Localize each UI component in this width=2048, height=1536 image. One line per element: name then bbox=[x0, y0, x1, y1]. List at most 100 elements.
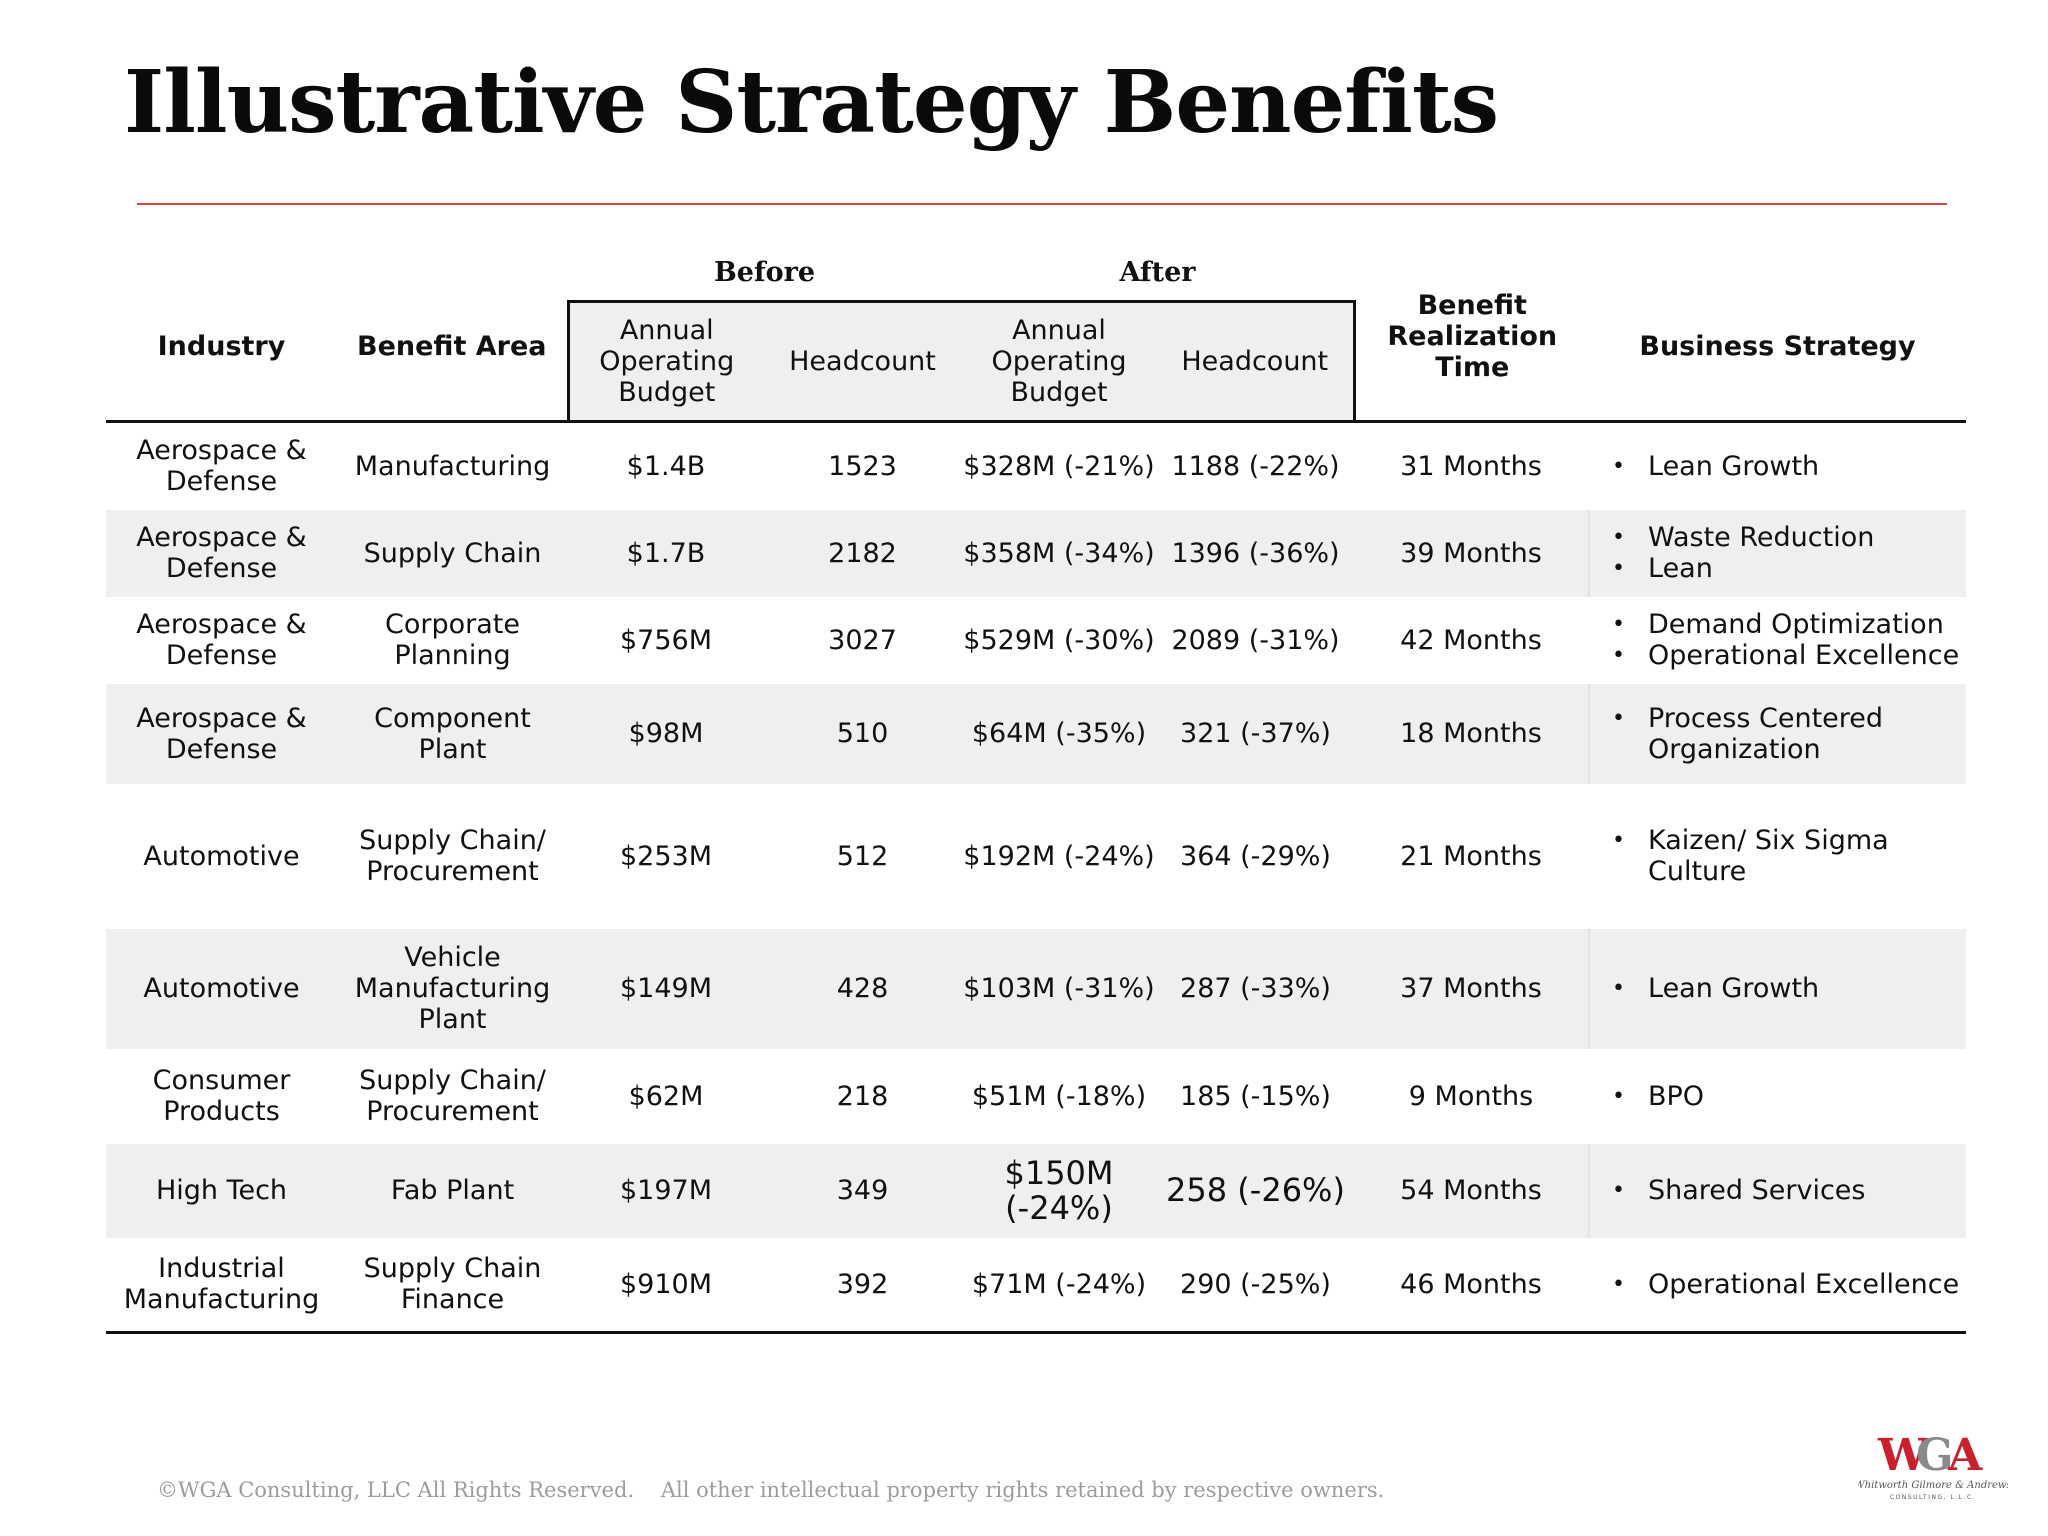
group-header-after: After bbox=[1119, 257, 1196, 288]
benefits-table: Industry Benefit Area Before After Benef… bbox=[106, 232, 1966, 1334]
cell-after-budget: $192M (-24%) bbox=[963, 840, 1155, 872]
cell-before-headcount: 3027 bbox=[828, 624, 897, 656]
cell-after-budget: $358M (-34%) bbox=[961, 509, 1157, 597]
cell-strategy: Kaizen/ Six Sigma Culture bbox=[1588, 783, 1966, 929]
strategy-item: Lean Growth bbox=[1608, 973, 1966, 1004]
cell-before-budget: $197M bbox=[568, 1143, 764, 1238]
cell-before-headcount: 428 bbox=[764, 928, 961, 1049]
cell-before-budget: $910M bbox=[568, 1237, 764, 1334]
col-header-before-budget: Annual Operating Budget bbox=[566, 300, 764, 423]
cell-time: 31 Months bbox=[1400, 450, 1542, 482]
logo-subline: CONSULTING, L.L.C. bbox=[1890, 1494, 1976, 1501]
strategy-item: Operational Excellence bbox=[1608, 1269, 1966, 1300]
wga-logo: W G A Whitworth Gilmore & Andrews CONSUL… bbox=[1858, 1430, 2008, 1501]
cell-before-headcount: 2182 bbox=[764, 509, 961, 597]
cell-industry: Aerospace & Defense bbox=[136, 609, 307, 671]
col-header-business-strategy: Business Strategy bbox=[1589, 232, 1966, 423]
cell-after-headcount: 321 (-37%) bbox=[1157, 683, 1354, 784]
cell-after-headcount: 364 (-29%) bbox=[1180, 840, 1331, 872]
cell-before-budget: $253M bbox=[619, 840, 712, 872]
cell-benefit-area: Supply Chain/ Procurement bbox=[359, 1065, 546, 1127]
strategy-item: Demand Optimization bbox=[1608, 609, 1966, 640]
cell-after-budget: $51M (-18%) bbox=[971, 1080, 1147, 1112]
cell-after-headcount: 287 (-33%) bbox=[1157, 928, 1354, 1049]
table-row: Industrial Manufacturing Supply Chain Fi… bbox=[106, 1237, 1966, 1334]
col-header-after-budget: Annual Operating Budget bbox=[961, 300, 1157, 423]
cell-time: 37 Months bbox=[1354, 928, 1589, 1049]
cell-time: 21 Months bbox=[1400, 840, 1542, 872]
cell-strategy: Waste ReductionLean bbox=[1588, 509, 1966, 597]
cell-strategy: Operational Excellence bbox=[1588, 1237, 1966, 1334]
cell-strategy: Lean Growth bbox=[1588, 421, 1966, 510]
table-row: Automotive Supply Chain/ Procurement $25… bbox=[106, 783, 1966, 929]
strategy-item: Lean bbox=[1608, 553, 1966, 584]
table-row: Aerospace & Defense Corporate Planning $… bbox=[106, 596, 1966, 684]
cell-industry: Aerospace & Defense bbox=[136, 435, 307, 498]
cell-time: 42 Months bbox=[1400, 624, 1542, 656]
table-row: High Tech Fab Plant $197M 349 $150M (-24… bbox=[106, 1143, 1966, 1238]
cell-before-headcount: 1523 bbox=[828, 450, 897, 482]
cell-industry: Automotive bbox=[143, 840, 300, 872]
cell-after-budget: $71M (-24%) bbox=[961, 1237, 1157, 1334]
cell-before-headcount: 512 bbox=[836, 840, 889, 872]
cell-after-budget: $328M (-21%) bbox=[963, 450, 1155, 482]
cell-time: 9 Months bbox=[1408, 1080, 1534, 1112]
cell-benefit-area: Vehicle Manufacturing Plant bbox=[337, 928, 568, 1049]
table-row: Automotive Vehicle Manufacturing Plant $… bbox=[106, 928, 1966, 1049]
table-row: Aerospace & Defense Component Plant $98M… bbox=[106, 683, 1966, 784]
cell-before-headcount: 510 bbox=[764, 683, 961, 784]
cell-strategy: Process Centered Organization bbox=[1588, 683, 1966, 784]
cell-strategy: Demand OptimizationOperational Excellenc… bbox=[1588, 596, 1966, 684]
strategy-item: Waste Reduction bbox=[1608, 522, 1966, 553]
cell-industry: Consumer Products bbox=[152, 1065, 291, 1127]
cell-time: 46 Months bbox=[1354, 1237, 1589, 1334]
cell-after-headcount: 258 (-26%) bbox=[1157, 1143, 1354, 1238]
cell-strategy: BPO bbox=[1588, 1048, 1966, 1144]
logo-letter-g: G bbox=[1916, 1430, 1954, 1481]
cell-after-budget: $529M (-30%) bbox=[963, 624, 1155, 656]
cell-before-budget: $1.4B bbox=[626, 450, 706, 482]
table-row: Aerospace & Defense Manufacturing $1.4B … bbox=[106, 421, 1966, 510]
group-header-before: Before bbox=[713, 257, 816, 288]
cell-before-budget: $1.7B bbox=[568, 509, 764, 597]
cell-after-headcount: 2089 (-31%) bbox=[1171, 624, 1340, 656]
cell-benefit-area: Supply Chain Finance bbox=[337, 1237, 568, 1334]
col-header-benefit-realization-time: Benefit Realization Time bbox=[1354, 232, 1589, 423]
cell-industry: Aerospace & Defense bbox=[106, 683, 337, 784]
cell-before-budget: $149M bbox=[568, 928, 764, 1049]
col-header-after-headcount: Headcount bbox=[1157, 300, 1356, 423]
col-header-industry: Industry bbox=[106, 232, 337, 423]
strategy-item: Shared Services bbox=[1608, 1175, 1966, 1206]
col-header-before-headcount: Headcount bbox=[764, 300, 961, 423]
cell-industry: Automotive bbox=[106, 928, 337, 1049]
footer-copyright: ©WGA Consulting, LLC All Rights Reserved… bbox=[157, 1478, 635, 1502]
cell-time: 54 Months bbox=[1354, 1143, 1589, 1238]
cell-time: 39 Months bbox=[1354, 509, 1589, 597]
logo-letter-a: A bbox=[1947, 1430, 1983, 1481]
cell-benefit-area: Manufacturing bbox=[354, 450, 551, 482]
cell-industry: Industrial Manufacturing bbox=[106, 1237, 337, 1334]
cell-strategy: Shared Services bbox=[1588, 1143, 1966, 1238]
cell-after-budget: $150M (-24%) bbox=[961, 1143, 1157, 1238]
cell-before-headcount: 392 bbox=[764, 1237, 961, 1334]
cell-before-budget: $756M bbox=[619, 624, 712, 656]
logo-letter-w: W bbox=[1877, 1430, 1928, 1481]
cell-before-headcount: 349 bbox=[764, 1143, 961, 1238]
title-divider bbox=[137, 203, 1947, 205]
cell-before-budget: $62M bbox=[628, 1080, 704, 1112]
cell-after-headcount: 290 (-25%) bbox=[1157, 1237, 1354, 1334]
cell-benefit-area: Supply Chain/ Procurement bbox=[359, 825, 546, 887]
cell-benefit-area: Component Plant bbox=[337, 683, 568, 784]
cell-industry: Aerospace & Defense bbox=[106, 509, 337, 597]
cell-after-headcount: 185 (-15%) bbox=[1180, 1080, 1331, 1112]
strategy-item: Kaizen/ Six Sigma Culture bbox=[1608, 825, 1898, 887]
strategy-item: Lean Growth bbox=[1608, 451, 1966, 482]
logo-tagline: Whitworth Gilmore & Andrews bbox=[1858, 1480, 2008, 1491]
cell-industry: High Tech bbox=[106, 1143, 337, 1238]
cell-before-budget: $98M bbox=[568, 683, 764, 784]
cell-benefit-area: Corporate Planning bbox=[385, 609, 520, 671]
table-row: Aerospace & Defense Supply Chain $1.7B 2… bbox=[106, 509, 1966, 597]
footer: ©WGA Consulting, LLC All Rights Reserved… bbox=[157, 1478, 1404, 1502]
strategy-item: Process Centered Organization bbox=[1608, 703, 1966, 765]
cell-strategy: Lean Growth bbox=[1588, 928, 1966, 1049]
